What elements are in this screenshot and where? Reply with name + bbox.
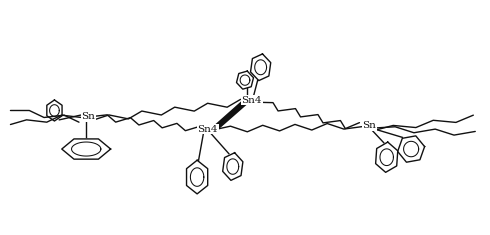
Text: Sn4: Sn4 [197, 125, 218, 134]
Text: Sn: Sn [81, 112, 95, 121]
Text: Sn4: Sn4 [242, 96, 262, 105]
Text: Sn: Sn [362, 121, 376, 130]
